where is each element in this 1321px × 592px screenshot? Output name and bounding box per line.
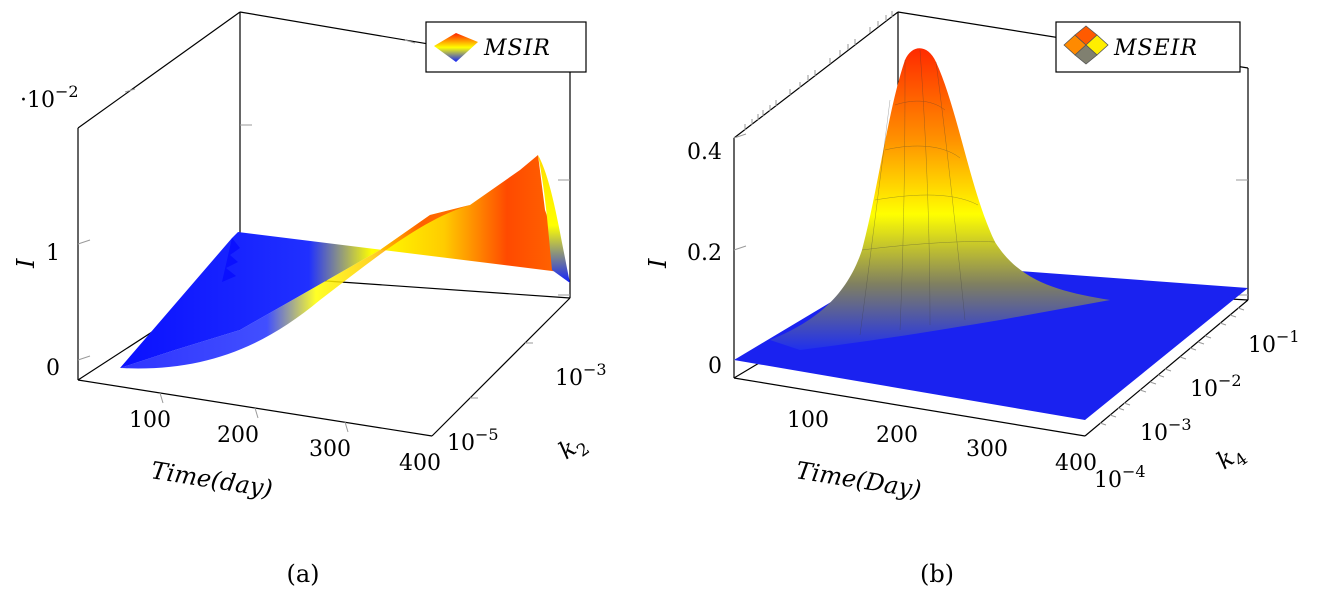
- panel-b-ztick-02: 0.2: [687, 241, 722, 266]
- panel-a-xlabel: Time(day): [149, 456, 274, 503]
- surface-mseir: [734, 48, 1248, 420]
- panel-b: 0 0.2 0.4 I 100 200 300 400 Time(Day) 10…: [644, 11, 1300, 588]
- panel-a-xtick-200: 200: [217, 423, 259, 448]
- panel-b-ytick-1e-2: 10−2: [1190, 371, 1242, 402]
- panel-b-ytick-1e-1: 10−1: [1248, 327, 1300, 358]
- legend-mesh-icon: [1063, 25, 1109, 65]
- panel-a-ytick-1e-5: 10−5: [447, 425, 499, 456]
- panel-a-caption: (a): [286, 560, 319, 588]
- panel-b-xtick-400: 400: [1055, 451, 1097, 476]
- surface-msir: [120, 155, 570, 369]
- panel-b-xlabel: Time(Day): [794, 456, 923, 503]
- panel-a-ztick-1: 1: [46, 241, 60, 266]
- panel-b-caption: (b): [920, 560, 954, 588]
- panel-b-ztick-0: 0: [708, 354, 722, 379]
- panel-a-zmult-label: ·10−2: [20, 82, 79, 113]
- panel-b-legend: MSEIR: [1055, 21, 1241, 73]
- panel-b-ylabel: k4: [1211, 437, 1251, 479]
- panel-a-xtick-300: 300: [309, 437, 351, 462]
- panel-a: ·10−2 0 1 I 100 200 300 400 Time(day) 10…: [12, 11, 607, 588]
- panel-a-xtick-400: 400: [399, 451, 441, 476]
- panel-a-zlabel: I: [12, 258, 40, 269]
- panel-a-ylabel: k2: [553, 427, 593, 469]
- panel-a-ytick-1e-3: 10−3: [555, 360, 607, 391]
- panel-b-legend-label: MSEIR: [1113, 36, 1198, 61]
- panel-a-ztick-0: 0: [46, 356, 60, 381]
- panel-b-ztick-04: 0.4: [687, 140, 722, 165]
- panel-a-legend: MSIR: [425, 21, 587, 73]
- panel-b-xtick-200: 200: [876, 423, 918, 448]
- panel-b-xtick-300: 300: [966, 437, 1008, 462]
- panel-a-legend-label: MSIR: [483, 36, 551, 61]
- panel-b-zlabel: I: [644, 258, 672, 269]
- panel-b-xtick-100: 100: [787, 408, 829, 433]
- panel-b-ytick-1e-4: 10−4: [1094, 462, 1146, 493]
- panel-b-ytick-1e-3: 10−3: [1140, 415, 1192, 446]
- panel-b-log-ticks: [744, 11, 1245, 426]
- legend-surface-icon: [434, 33, 478, 62]
- panel-a-xtick-100: 100: [129, 408, 171, 433]
